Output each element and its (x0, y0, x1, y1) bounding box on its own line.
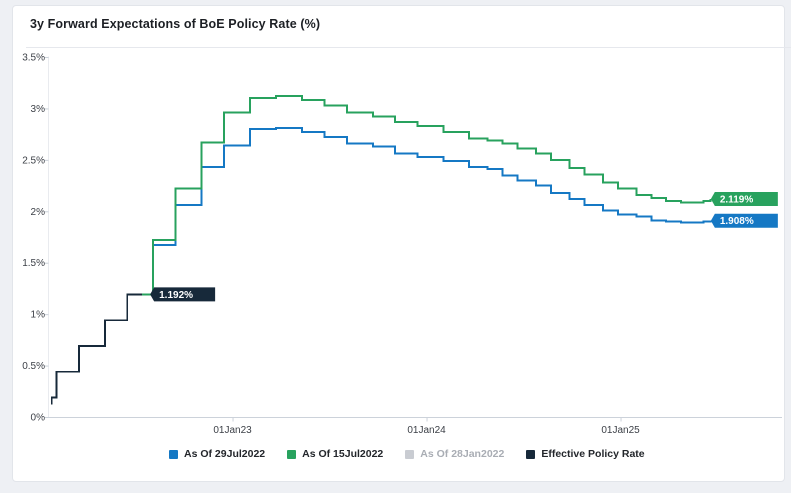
y-tick-label: 1% (31, 310, 46, 321)
end-value-tag (710, 192, 778, 207)
legend-item-as-of-15jul2022[interactable]: As Of 15Jul2022 (287, 448, 383, 460)
legend-swatch (287, 449, 297, 459)
chart-card: 3y Forward Expectations of BoE Policy Ra… (12, 5, 791, 482)
end-value-label: 2.119% (720, 195, 753, 206)
y-tick-label: 0% (31, 413, 46, 424)
end-value-label: 1.908% (720, 216, 754, 227)
y-tick-label: 2.5% (22, 155, 45, 166)
series-line-as-of-29jul2022 (149, 127, 712, 296)
series-line-as-of-15jul2022 (142, 95, 712, 296)
y-tick-label: 0.5% (22, 361, 45, 372)
end-value-label: 1.192% (159, 290, 193, 301)
legend-item-as-of-28jan2022[interactable]: As Of 28Jan2022 (405, 448, 504, 460)
x-tick-label: 01Jan24 (407, 425, 446, 436)
legend-label: Effective Policy Rate (541, 448, 645, 460)
title-divider (26, 47, 791, 48)
legend-item-as-of-29jul2022[interactable]: As Of 29Jul2022 (169, 448, 265, 460)
y-tick-label: 3.5% (22, 53, 45, 64)
legend-swatch (169, 449, 178, 459)
end-value-tag (150, 287, 216, 302)
x-tick-label: 01Jan25 (601, 425, 640, 436)
legend-label: As Of 15Jul2022 (302, 448, 384, 460)
legend-label: As Of 28Jan2022 (420, 448, 505, 460)
legend-item-effective-policy-rate[interactable]: Effective Policy Rate (526, 448, 645, 460)
chart-legend: As Of 29Jul2022 As Of 15Jul2022 As Of 28Ja… (169, 448, 645, 460)
y-tick-label: 3% (31, 104, 46, 115)
legend-label: As Of 29Jul2022 (184, 448, 266, 460)
legend-swatch (405, 449, 415, 459)
series-line-effective-policy-rate (50, 293, 151, 405)
legend-swatch (526, 449, 536, 459)
end-value-tag (710, 213, 778, 228)
chart-title: 3y Forward Expectations of BoE Policy Ra… (30, 17, 321, 31)
y-tick-label: 1.5% (22, 258, 45, 269)
y-tick-label: 2% (31, 207, 46, 218)
x-tick-label: 01Jan23 (213, 425, 252, 436)
